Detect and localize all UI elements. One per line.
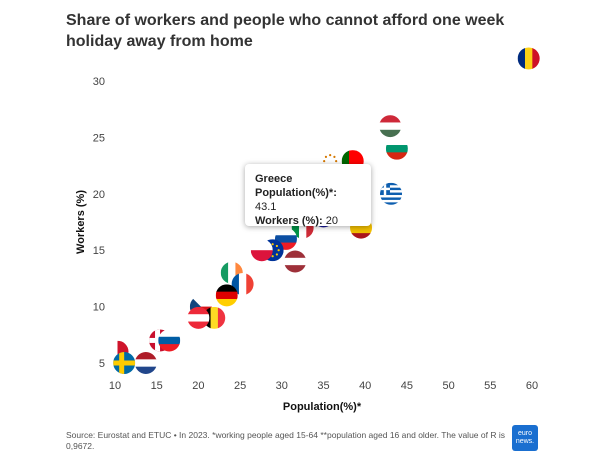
flag-point-se[interactable] — [113, 352, 136, 374]
x-axis-ticks: 10 15 20 25 30 35 40 45 50 55 60 — [109, 380, 538, 392]
y-tick-label: 15 — [93, 245, 105, 257]
flag-point-ro[interactable] — [517, 47, 541, 70]
y-tick-label: 25 — [93, 132, 105, 144]
flag-point-lv[interactable] — [284, 250, 307, 273]
flag-point-sk[interactable] — [274, 227, 297, 251]
tooltip-country: Greece — [255, 173, 293, 185]
x-tick-label: 60 — [526, 380, 538, 392]
x-tick-label: 25 — [234, 380, 246, 392]
tooltip-population-label: Population(%)*: — [255, 187, 337, 199]
tooltip-workers-label: Workers (%): — [255, 215, 323, 227]
x-tick-label: 10 — [109, 380, 121, 392]
y-tick-label: 30 — [93, 76, 105, 88]
chart-title: Share of workers and people who cannot a… — [66, 12, 505, 50]
source-note: Source: Eurostat and ETUC • In 2023. *wo… — [66, 430, 505, 451]
y-axis-ticks: 5 10 15 20 25 30 — [93, 76, 105, 370]
x-tick-label: 55 — [484, 380, 496, 392]
flag-point-hu[interactable] — [379, 115, 402, 138]
x-tick-label: 50 — [442, 380, 454, 392]
flag-point-gr[interactable] — [380, 182, 403, 205]
tooltip-workers-value: 20 — [325, 215, 338, 227]
tooltip: Greece Population(%)*: 43.1 Workers (%):… — [245, 164, 371, 227]
y-tick-label: 5 — [99, 358, 105, 370]
x-tick-label: 40 — [359, 380, 371, 392]
flag-point-de[interactable] — [215, 284, 238, 307]
tooltip-population-value: 43.1 — [255, 201, 277, 213]
x-tick-label: 30 — [276, 380, 288, 392]
y-axis-label: Workers (%) — [75, 190, 87, 254]
x-tick-label: 35 — [317, 380, 329, 392]
flag-point-pt[interactable] — [341, 150, 365, 173]
flag-point-bg[interactable] — [385, 137, 408, 161]
flag-point-at[interactable] — [187, 306, 210, 330]
flag-point-mt[interactable] — [106, 340, 130, 363]
flag-point-nl[interactable] — [134, 352, 157, 375]
flag-point-ie[interactable] — [220, 261, 244, 284]
data-points — [106, 47, 541, 375]
flag-point-it[interactable] — [291, 216, 315, 239]
flag-point-si[interactable] — [158, 329, 181, 352]
flag-point-fr[interactable] — [231, 273, 254, 296]
y-tick-label: 20 — [93, 189, 105, 201]
flag-point-pl[interactable] — [250, 239, 273, 262]
y-tick-label: 10 — [93, 302, 105, 314]
x-axis-label: Population(%)* — [283, 401, 362, 413]
x-tick-label: 15 — [151, 380, 163, 392]
euronews-logo[interactable]: euro news. — [512, 425, 538, 451]
logo-text: euro news. — [515, 430, 535, 445]
x-tick-label: 20 — [192, 380, 204, 392]
x-tick-label: 45 — [401, 380, 413, 392]
